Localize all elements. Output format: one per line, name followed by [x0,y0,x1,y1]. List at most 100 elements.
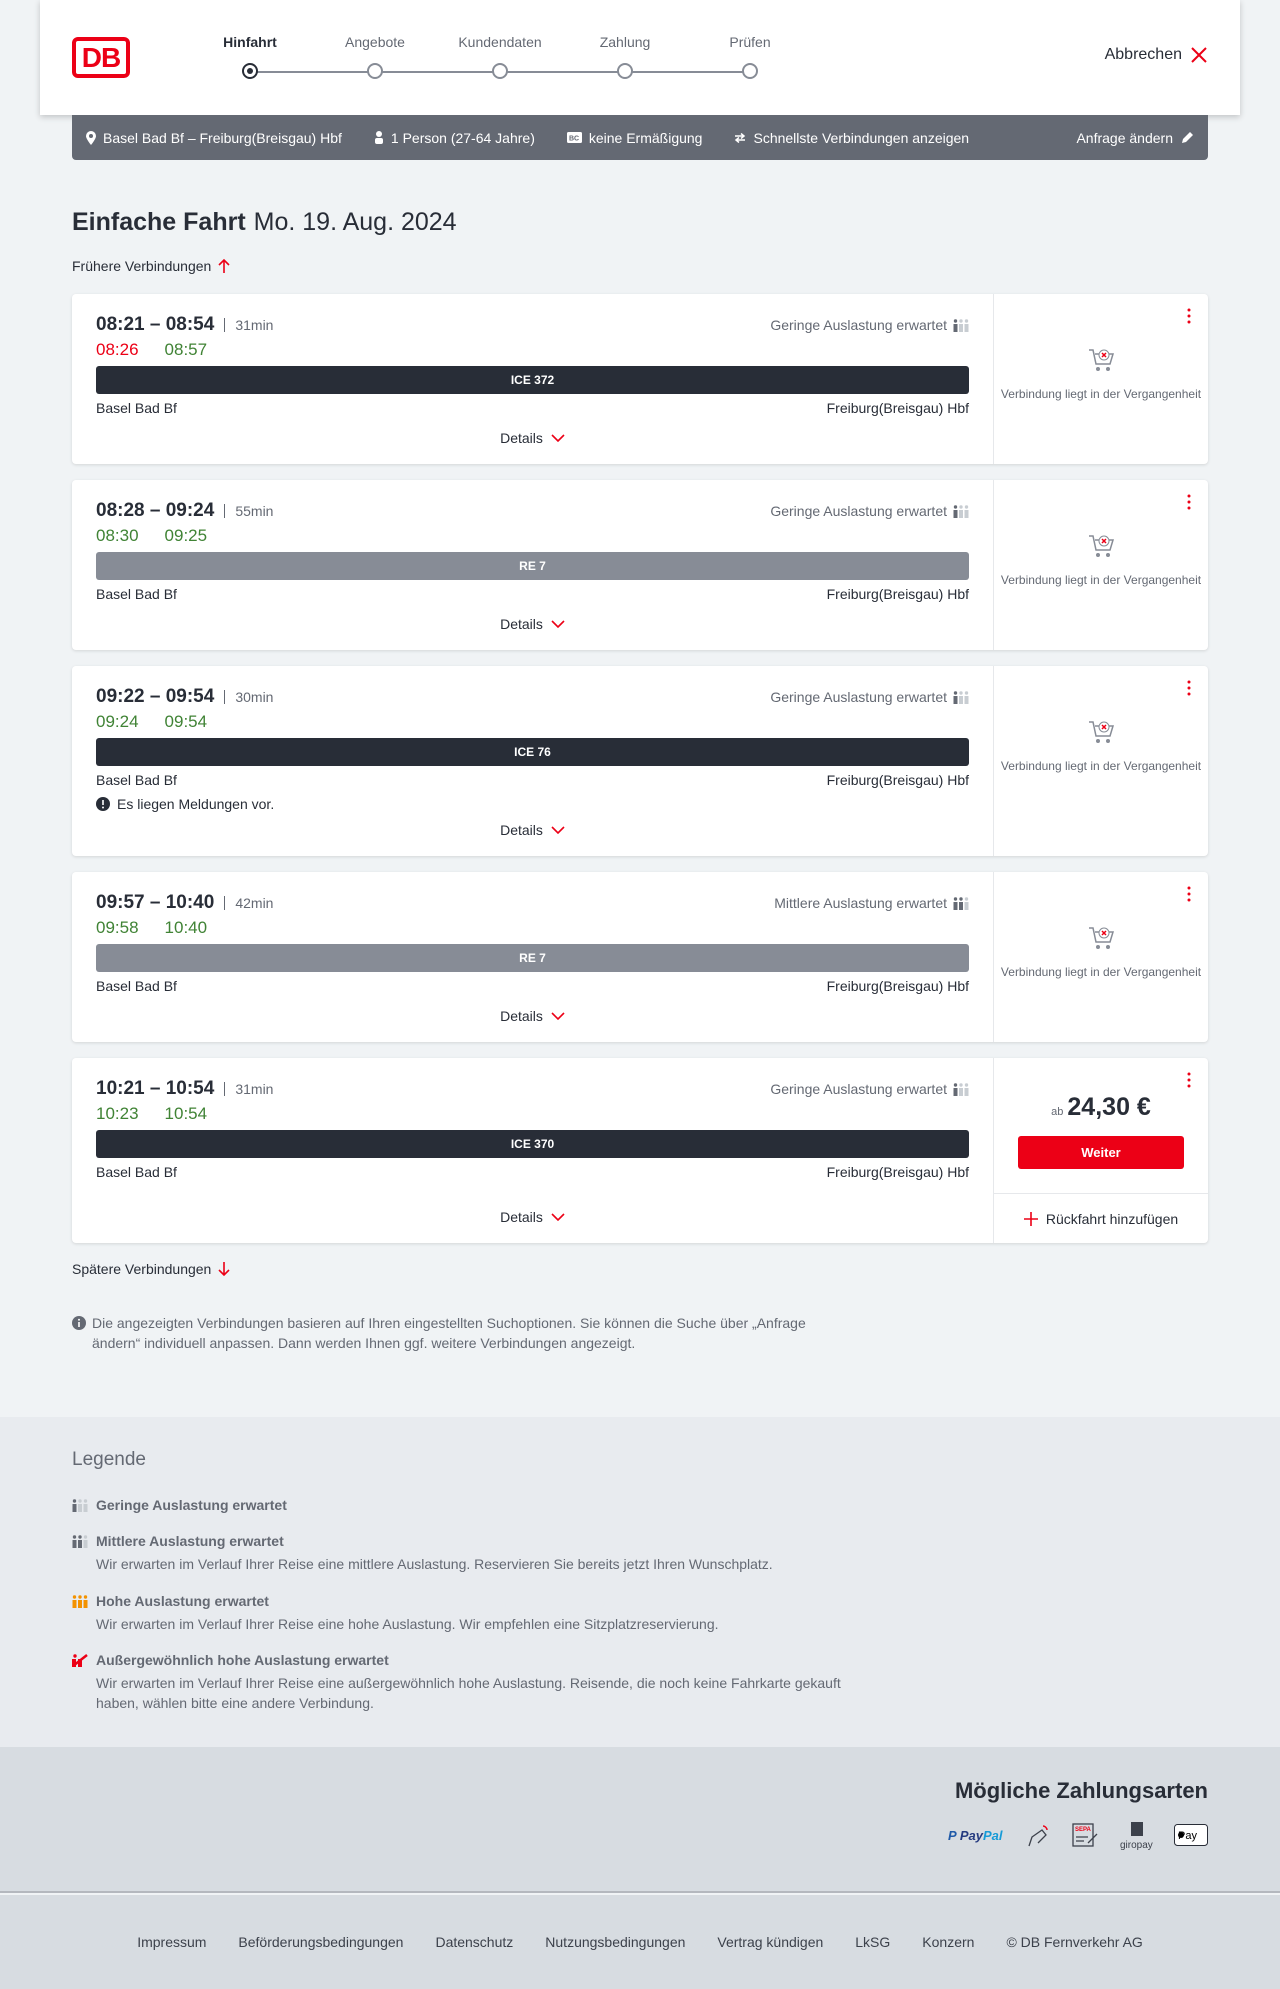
step-zahlung: Zahlung [565,34,685,79]
realtime-departure: 08:26 [96,340,139,359]
realtime-departure: 09:58 [96,918,139,937]
details-label: Details [500,616,543,632]
past-label: Verbindung liegt in der Vergangenheit [1000,759,1202,773]
info-note: Die angezeigten Verbindungen basieren au… [72,1313,852,1353]
realtime-departure: 09:24 [96,712,139,731]
legend-item-title: Mittlere Auslastung erwartet [96,1533,284,1549]
legend-section: Legende Geringe Auslastung erwartet Mittl… [0,1417,1280,1747]
realtime-times: 10:23 10:54 [96,1104,207,1124]
footer-link[interactable]: Nutzungsbedingungen [545,1934,686,1950]
details-toggle[interactable]: Details [72,822,993,838]
past-notice: Verbindung liegt in der Vergangenheit [994,924,1208,980]
scheduled-times: 09:57 – 10:40 42min [96,892,273,914]
cancel-button[interactable]: Abbrechen [1105,46,1208,64]
footer-link[interactable]: Vertrag kündigen [717,1934,824,1950]
legend-item-desc: Wir erwarten im Verlauf Ihrer Reise eine… [96,1616,719,1632]
edit-label: Anfrage ändern [1076,129,1173,146]
discount-summary: BC keine Ermäßigung [566,130,702,146]
details-toggle[interactable]: Details [72,430,993,446]
scheduled-times: 08:21 – 08:54 31min [96,314,273,336]
past-notice: Verbindung liegt in der Vergangenheit [994,532,1208,588]
passenger-text: 1 Person (27-64 Jahre) [390,129,535,146]
db-logo[interactable]: DB [72,37,130,78]
connection-card[interactable]: 09:22 – 09:54 30min 09:24 09:54 Geringe Ausl… [72,666,1208,856]
occupancy-label: Mittlere Auslastung erwartet [774,895,947,911]
footer-link[interactable]: Datenschutz [435,1934,514,1950]
earlier-connections-link[interactable]: Frühere Verbindungen [72,258,231,274]
occupancy-icon [953,1082,969,1096]
passenger-summary: 1 Person (27-64 Jahre) [374,130,535,146]
time-range: 08:28 – 09:24 [96,500,215,521]
add-return-label: Rückfahrt hinzufügen [1045,1210,1179,1227]
legend-item: Hohe Auslastung erwartet Wir erwarten im … [72,1593,876,1634]
more-options-icon[interactable] [1186,494,1192,510]
footer-link[interactable]: Konzern [922,1934,975,1950]
scheduled-times: 08:28 – 09:24 55min [96,500,273,522]
option-text: Schnellste Verbindungen anzeigen [753,129,970,146]
arrival-station: Freiburg(Breisgau) Hbf [826,586,969,602]
cart-unavailable-icon [1089,927,1115,949]
more-options-icon[interactable] [1186,680,1192,696]
continue-button[interactable]: Weiter [1018,1136,1184,1169]
occupancy-label: Geringe Auslastung erwartet [770,1081,947,1097]
later-connections-link[interactable]: Spätere Verbindungen [72,1261,231,1277]
giropay-icon: giropay [1120,1822,1153,1850]
details-label: Details [500,1008,543,1024]
arrow-down-icon [218,1262,230,1277]
realtime-arrival: 10:54 [164,1104,208,1123]
connection-card[interactable]: 08:28 – 09:24 55min 08:30 09:25 Geringe Ausl… [72,480,1208,650]
footer-link[interactable]: LkSG [855,1934,891,1950]
footer-link[interactable]: © DB Fernverkehr AG [1006,1934,1143,1950]
occupancy-icon [953,896,969,910]
notice-text: Es liegen Meldungen vor. [117,796,275,812]
offer-panel: Verbindung liegt in der Vergangenheit [994,872,1208,1042]
occupancy-indicator: Mittlere Auslastung erwartet [774,895,969,911]
connection-main: 08:21 – 08:54 31min 08:26 08:57 Geringe Ausl… [72,294,994,464]
duration: 42min [224,896,273,910]
connection-main: 09:57 – 10:40 42min 09:58 10:40 Mittlere Aus… [72,872,994,1042]
legend-item: Geringe Auslastung erwartet [72,1497,287,1513]
paypal-icon: P PayPal [948,1828,1003,1843]
legend-item-title: Geringe Auslastung erwartet [96,1497,287,1513]
arrival-station: Freiburg(Breisgau) Hbf [826,772,969,788]
connection-card[interactable]: 10:21 – 10:54 31min 10:23 10:54 Geringe Ausl… [72,1058,1208,1243]
search-summary-bar: Basel Bad Bf – Freiburg(Breisgau) Hbf 1 … [72,115,1208,160]
more-options-icon[interactable] [1186,1072,1192,1088]
step-dot [367,63,383,79]
legend-item-title: Hohe Auslastung erwartet [96,1593,269,1609]
apple-pay-icon: Pay [1174,1824,1208,1846]
connection-card[interactable]: 09:57 – 10:40 42min 09:58 10:40 Mittlere Aus… [72,872,1208,1042]
departure-station: Basel Bad Bf [96,400,177,416]
direct-debit-icon [1028,1825,1048,1847]
occupancy-label: Geringe Auslastung erwartet [770,689,947,705]
connection-main: 09:22 – 09:54 30min 09:24 09:54 Geringe Ausl… [72,666,994,856]
step-label: Zahlung [599,34,651,50]
past-label: Verbindung liegt in der Vergangenheit [1000,387,1202,401]
train-bar: ICE 76 [96,738,969,766]
occupancy-indicator: Geringe Auslastung erwartet [770,317,969,333]
price-value: 24,30 € [1067,1093,1151,1121]
cart-unavailable-icon [1089,535,1115,557]
step-label: Prüfen [729,34,771,50]
legend-item-desc: Wir erwarten im Verlauf Ihrer Reise eine… [96,1675,841,1711]
more-options-icon[interactable] [1186,308,1192,324]
details-toggle[interactable]: Details [72,1209,993,1225]
occupancy-indicator: Geringe Auslastung erwartet [770,689,969,705]
add-return-button[interactable]: Rückfahrt hinzufügen [994,1193,1208,1243]
connection-card[interactable]: 08:21 – 08:54 31min 08:26 08:57 Geringe Ausl… [72,294,1208,464]
offer-panel: ab 24,30 € Weiter Rückfahrt hinzufügen [994,1058,1208,1243]
footer-link[interactable]: Impressum [137,1934,207,1950]
details-toggle[interactable]: Details [72,1008,993,1024]
footer-link[interactable]: Beförderungsbedingungen [238,1934,404,1950]
footer: Impressum Beförderungsbedingungen Datensch… [0,1895,1280,1989]
details-label: Details [500,1209,543,1225]
details-toggle[interactable]: Details [72,616,993,632]
realtime-departure: 10:23 [96,1104,139,1123]
duration: 55min [224,504,273,518]
step-label: Angebote [345,34,405,50]
realtime-arrival: 09:25 [164,526,208,545]
details-label: Details [500,822,543,838]
legend-item: Mittlere Auslastung erwartet Wir erwarten… [72,1533,876,1574]
edit-request-button[interactable]: Anfrage ändern [1076,130,1194,146]
more-options-icon[interactable] [1186,886,1192,902]
